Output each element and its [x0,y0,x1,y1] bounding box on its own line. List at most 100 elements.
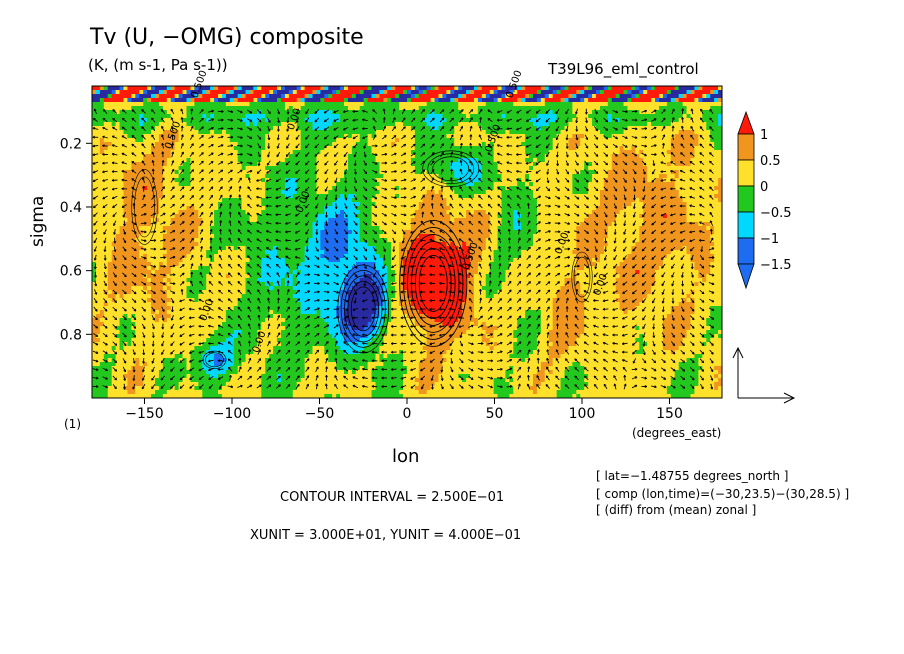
field-cell [714,146,719,151]
field-cell [599,130,605,135]
field-cell [95,206,101,211]
field-cell [115,118,120,123]
field-cell [210,154,215,159]
field-cell [446,146,451,151]
field-cell [501,114,506,119]
field-cell [643,198,648,203]
field-cell [426,86,432,91]
field-cell [174,118,180,123]
field-cell [359,118,365,123]
field-cell [540,98,546,103]
field-cell [568,174,573,179]
field-cell [706,110,711,115]
field-cell [576,158,581,163]
field-cell [277,170,282,175]
field-cell [533,138,538,143]
field-cell [186,90,191,95]
info-line-composite: [ comp (lon,time)=(−30,23.5)−(30,28.5) ] [596,487,850,501]
field-cell [702,162,707,167]
field-cell [639,86,644,91]
field-cell [344,114,349,119]
field-cell [414,146,420,151]
field-cell [568,106,573,111]
field-cell [371,190,376,195]
field-cell [611,142,617,147]
field-cell [714,126,719,131]
field-cell [332,98,337,103]
field-cell [572,90,577,95]
field-cell [434,106,439,111]
field-cell [450,138,455,143]
field-cell [241,178,246,183]
field-cell [324,198,329,203]
field-cell [623,178,628,183]
field-cell [367,118,372,123]
field-cell [631,154,636,159]
field-cell [135,138,140,143]
field-cell [481,170,487,175]
field-cell [336,194,341,199]
field-cell [202,154,207,159]
field-cell [359,146,365,151]
field-cell [631,178,636,183]
field-cell [375,94,380,99]
field-cell [592,118,597,123]
field-cell [363,198,369,203]
field-cell [328,150,333,155]
field-cell [694,206,699,211]
field-cell [186,138,191,143]
field-cell [379,198,384,203]
field-cell [387,170,392,175]
field-cell [182,202,187,207]
field-cell [493,190,498,195]
field-cell [383,150,388,155]
field-cell [533,90,538,95]
field-cell [158,154,164,159]
field-cell [521,142,526,147]
field-cell [198,190,203,195]
field-cell [221,134,227,139]
field-cell [678,206,684,211]
field-cell [426,114,432,119]
field-cell [611,198,617,203]
field-cell [434,118,439,123]
field-cell [694,146,699,151]
field-cell [410,186,416,191]
field-cell [143,198,148,203]
field-cell [399,202,404,207]
field-cell [92,206,97,211]
field-cell [552,182,558,187]
field-cell [143,166,148,171]
field-cell [414,170,420,175]
field-cell [174,174,180,179]
field-cell [659,190,664,195]
field-cell [277,98,282,103]
field-cell [627,190,632,195]
field-cell [340,186,345,191]
field-cell [316,170,321,175]
field-cell [489,174,495,179]
field-cell [166,114,172,119]
field-cell [391,98,396,103]
field-cell [182,114,187,119]
field-cell [576,138,581,143]
field-cell [540,110,546,115]
field-cell [155,106,160,111]
field-cell [592,122,597,127]
field-cell [576,102,581,107]
field-cell [509,86,514,91]
field-cell [513,118,518,123]
field-cell [162,174,168,179]
field-cell [560,86,565,91]
field-cell [265,142,270,147]
field-cell [127,118,132,123]
field-cell [533,122,538,127]
field-cell [513,86,518,91]
field-cell [442,122,447,127]
field-cell [572,198,577,203]
field-cell [631,202,636,207]
field-cell [103,98,109,103]
field-cell [678,182,684,187]
field-cell [269,150,274,155]
field-cell [706,134,711,139]
